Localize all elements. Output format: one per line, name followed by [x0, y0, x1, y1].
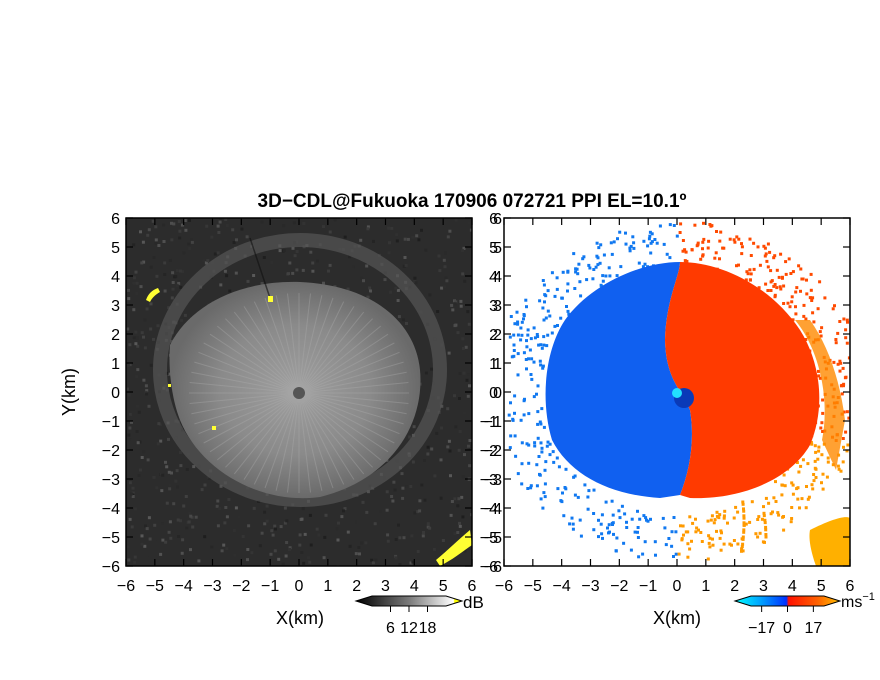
- x-tick-label: 3: [759, 578, 768, 595]
- colorbar-tick-label: −17: [748, 620, 775, 637]
- x-tick-label: −3: [581, 578, 599, 595]
- y-tick-label: 5: [111, 240, 120, 257]
- y-tick-label-right: −2: [484, 443, 502, 460]
- y-tick-label: 2: [489, 327, 498, 344]
- x-tick-label: −3: [203, 578, 221, 595]
- colorbar-unit-ms: ms−1: [841, 591, 875, 611]
- y-tick-label-right: 0: [493, 385, 502, 402]
- x-tick-label: 2: [352, 578, 361, 595]
- outer-echo-ring: [153, 233, 447, 507]
- x-tick-label: −2: [232, 578, 250, 595]
- shadow-streak: [249, 237, 271, 299]
- colorbar-tick-label: 12: [400, 620, 418, 637]
- colorbar-unit-db: dB: [463, 593, 484, 612]
- y-tick-label: −4: [102, 501, 120, 518]
- x-tick-label: 5: [817, 578, 826, 595]
- radar-site: [293, 387, 305, 399]
- x-tick-label: 2: [730, 578, 739, 595]
- approaching-region: [545, 262, 692, 498]
- y-tick-label: −1: [480, 414, 498, 431]
- far-receding-patch: [809, 517, 850, 566]
- y-tick-label: 0: [111, 385, 120, 402]
- left-x-axis-label: X(km): [276, 608, 324, 628]
- y-axis-label: Y(km): [59, 368, 79, 416]
- y-tick-label: −1: [102, 414, 120, 431]
- x-tick-label: 5: [439, 578, 448, 595]
- x-tick-label: −1: [261, 578, 279, 595]
- radar-site-velocity: [672, 388, 682, 398]
- left-axes: −6 −5 −4 −3 −2 −1 0 1 2 3 4 5 6 −6 −5 −4 −3 −2 −1 0 1 2 3 4 5 6: [102, 211, 477, 595]
- y-tick-label: 4: [489, 269, 498, 286]
- y-tick-label-right: 2: [493, 327, 502, 344]
- x-tick-label: −5: [524, 578, 542, 595]
- x-tick-label: −2: [610, 578, 628, 595]
- right-axes: −6 −5 −4 −3 −2 −1 0 1 2 3 4 5 6−6−6−5−5−4−4−3−3−2−2−…: [480, 211, 855, 595]
- echo-rays: [189, 293, 409, 493]
- x-tick-label: 6: [846, 578, 855, 595]
- velocity-speckle: [507, 221, 850, 561]
- y-tick-label: −3: [480, 472, 498, 489]
- y-tick-label: −5: [480, 530, 498, 547]
- colorbar-tick-label: 6: [386, 620, 395, 637]
- y-tick-label: −3: [102, 472, 120, 489]
- x-tick-label: −6: [495, 578, 513, 595]
- y-tick-label-right: −5: [484, 530, 502, 547]
- x-tick-label: 1: [323, 578, 332, 595]
- x-tick-label: −5: [146, 578, 164, 595]
- reflectivity-colorbar: 6 12 18 dB: [354, 593, 484, 637]
- y-tick-label-right: 6: [493, 211, 502, 228]
- x-tick-label: 4: [410, 578, 419, 595]
- receding-region: [665, 262, 820, 499]
- colorbar-tick-label: 17: [804, 620, 822, 637]
- colorbar-tick-label: 0: [783, 620, 792, 637]
- y-tick-label: 4: [111, 269, 120, 286]
- y-tick-label-right: 5: [493, 240, 502, 257]
- x-tick-label: −1: [639, 578, 657, 595]
- y-tick-label: 6: [111, 211, 120, 228]
- x-tick-label: 0: [295, 578, 304, 595]
- y-tick-label: 2: [111, 327, 120, 344]
- y-tick-label: −6: [480, 559, 498, 576]
- y-tick-label-right: −3: [484, 472, 502, 489]
- x-tick-label: 6: [468, 578, 477, 595]
- right-x-axis-label: X(km): [653, 608, 701, 628]
- x-tick-label: 0: [673, 578, 682, 595]
- y-tick-label-right: −4: [484, 501, 502, 518]
- y-tick-label: −6: [102, 559, 120, 576]
- velocity-panel: [504, 218, 850, 566]
- y-tick-label-right: −6: [484, 559, 502, 576]
- x-tick-label: −4: [175, 578, 193, 595]
- x-tick-label: 3: [381, 578, 390, 595]
- y-tick-label: 1: [111, 356, 120, 373]
- y-tick-label: 3: [111, 298, 120, 315]
- y-tick-label: 5: [489, 240, 498, 257]
- y-tick-label-right: 3: [493, 298, 502, 315]
- x-tick-label: 1: [701, 578, 710, 595]
- y-tick-label-right: −1: [484, 414, 502, 431]
- y-tick-label: −2: [102, 443, 120, 460]
- y-tick-label: 3: [489, 298, 498, 315]
- outer-receding: [795, 320, 845, 470]
- velocity-colorbar: −17 0 17 ms−1: [733, 591, 875, 637]
- colorbar-tick-label: 18: [419, 620, 437, 637]
- y-tick-label: −5: [102, 530, 120, 547]
- y-tick-label: 1: [489, 356, 498, 373]
- y-tick-label-right: 4: [493, 269, 502, 286]
- y-tick-label-right: 1: [493, 356, 502, 373]
- x-tick-label: 4: [788, 578, 797, 595]
- x-tick-label: −6: [117, 578, 135, 595]
- y-tick-label: −4: [480, 501, 498, 518]
- reflectivity-panel: [126, 218, 472, 566]
- y-tick-label: 6: [489, 211, 498, 228]
- y-tick-label: −2: [480, 443, 498, 460]
- chart-title: 3D−CDL@Fukuoka 170906 072721 PPI EL=10.1…: [258, 191, 687, 212]
- x-tick-label: −4: [553, 578, 571, 595]
- clutter-yellow: [146, 288, 472, 566]
- y-tick-label: 0: [489, 385, 498, 402]
